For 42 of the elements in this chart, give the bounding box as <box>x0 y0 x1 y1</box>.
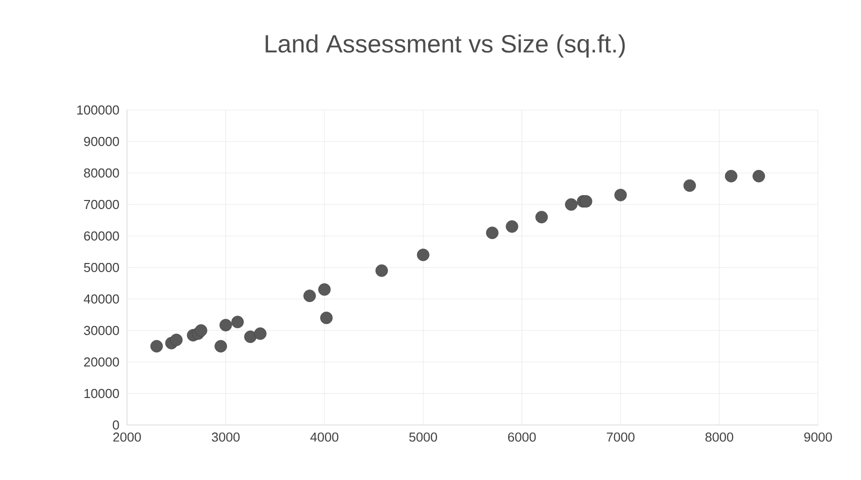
point <box>220 318 232 332</box>
point <box>486 226 498 240</box>
point <box>150 340 163 352</box>
x-tick-label: 6000 <box>508 432 536 442</box>
point <box>683 179 696 192</box>
y-tick-label: 70000 <box>84 200 119 210</box>
y-tick-label: 30000 <box>84 326 119 336</box>
y-tick-label: 60000 <box>84 231 119 241</box>
y-tick-label: 100000 <box>77 105 119 115</box>
point <box>724 170 738 182</box>
y-tick-label: 50000 <box>84 262 119 272</box>
point <box>506 220 518 233</box>
point <box>214 340 227 352</box>
point <box>320 312 333 324</box>
y-tick-label: 0 <box>112 420 119 430</box>
point <box>565 198 578 211</box>
y-tick-label: 80000 <box>84 168 119 178</box>
point <box>535 210 548 224</box>
y-tick-label: 90000 <box>84 136 119 146</box>
point <box>244 330 257 343</box>
point <box>752 170 765 182</box>
chart-title: Land Assessment vs Size (sq.ft.) <box>266 34 625 58</box>
point <box>614 188 627 202</box>
x-tick-label: 5000 <box>409 432 438 442</box>
point <box>231 316 244 328</box>
point <box>580 195 592 208</box>
x-tick-label: 3000 <box>212 432 240 442</box>
x-tick-label: 7000 <box>606 432 634 442</box>
point <box>254 327 266 340</box>
point <box>318 283 331 296</box>
x-tick-label: 2000 <box>113 432 141 442</box>
y-tick-label: 40000 <box>84 294 119 304</box>
point <box>170 334 183 346</box>
y-tick-label: 20000 <box>84 357 119 367</box>
point <box>303 290 316 302</box>
x-tick-label: 8000 <box>705 432 734 442</box>
point <box>194 324 208 337</box>
x-tick-label: 9000 <box>804 432 832 442</box>
point <box>416 248 430 262</box>
x-tick-label: 4000 <box>310 432 338 442</box>
y-tick-label: 10000 <box>84 388 119 398</box>
point <box>375 264 388 277</box>
